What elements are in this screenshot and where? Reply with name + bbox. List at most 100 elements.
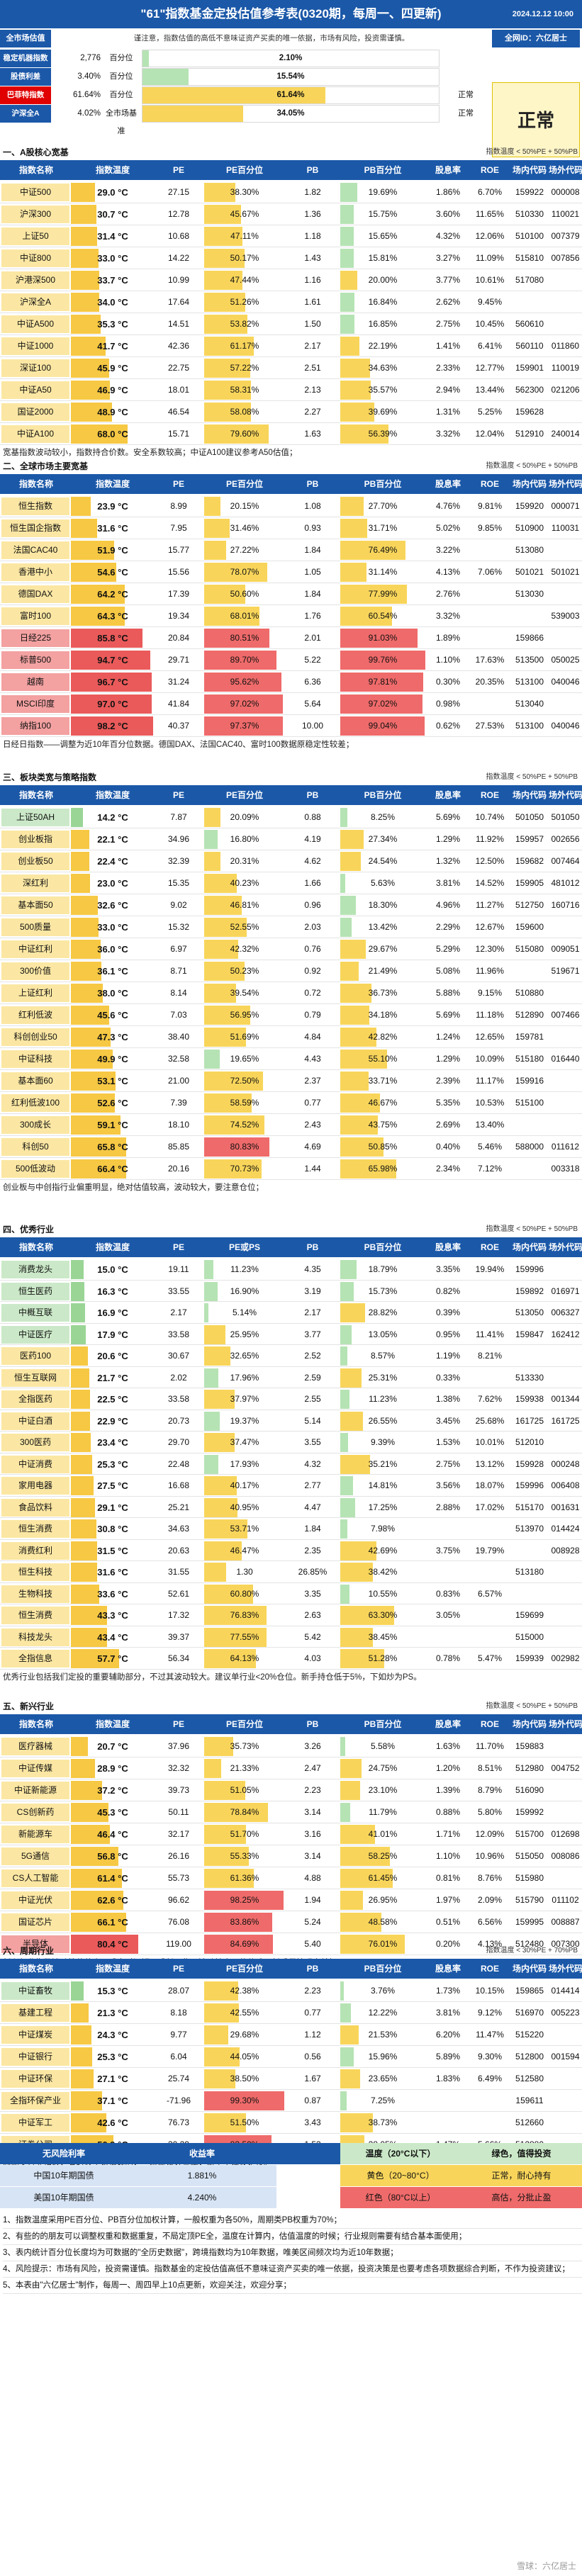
code-in: 512580 bbox=[515, 2074, 544, 2083]
pe-pct-bar bbox=[204, 651, 277, 670]
dividend-yield: 5.08% bbox=[435, 966, 461, 976]
dividend-yield: 0.95% bbox=[435, 1329, 461, 1339]
pb-pct-value: 48.58% bbox=[368, 1917, 398, 1927]
pe-pct-bar bbox=[204, 1519, 248, 1539]
pe-value: 20.73 bbox=[167, 1415, 190, 1426]
pe-pct-value: 58.59% bbox=[230, 1098, 259, 1108]
temp-cell: 20.7 °C bbox=[71, 1737, 155, 1756]
temp-value: 29.0 °C bbox=[97, 187, 128, 198]
footer-title: 无风险利率 bbox=[42, 2149, 85, 2159]
pb-pct-value: 7.98% bbox=[370, 1524, 396, 1534]
footer-row: 中国10年期国债 1.881% 黄色（20~80°C） 正常，耐心持有 bbox=[0, 2165, 582, 2186]
pb-pct-value: 31.14% bbox=[368, 567, 398, 577]
temp-value: 20.7 °C bbox=[97, 1741, 128, 1752]
pb-pct-bar bbox=[340, 1803, 351, 1822]
roe-value: 11.47% bbox=[476, 2030, 504, 2040]
pe-pct-bar bbox=[204, 1913, 272, 1932]
table-row: 越南 96.7 °C 31.24 95.62% 6.36 97.81% 0.30… bbox=[0, 671, 582, 693]
dividend-yield: 5.89% bbox=[435, 2052, 461, 2062]
index-name: 沪深全A bbox=[1, 293, 69, 311]
code-in bbox=[510, 1583, 549, 1605]
temp-cell: 53.1 °C bbox=[71, 1072, 155, 1091]
roe-value: 5.47% bbox=[477, 1653, 503, 1663]
pe-pct-bar bbox=[204, 337, 254, 356]
temp-bar bbox=[71, 563, 117, 582]
index-name: 中证A50 bbox=[1, 381, 69, 399]
table-row: 食品饮料 29.1 °C 25.21 40.95% 4.47 17.25% 2.… bbox=[0, 1497, 582, 1518]
col-code-out: 场外代码 bbox=[549, 1719, 582, 1729]
table-row: 全指医药 22.5 °C 33.58 37.97% 2.55 11.23% 1.… bbox=[0, 1388, 582, 1410]
pb-pct-bar bbox=[340, 585, 407, 604]
pe-pct-value: 72.50% bbox=[230, 1076, 259, 1086]
pb-pct-value: 42.69% bbox=[368, 1545, 398, 1556]
temp-cell: 31.6 °C bbox=[71, 519, 155, 538]
pb-value: 2.17 bbox=[304, 341, 321, 351]
temp-value: 36.1 °C bbox=[97, 966, 128, 977]
roe-value: 9.85% bbox=[477, 523, 503, 533]
pb-pct-value: 27.34% bbox=[368, 834, 398, 844]
code-out: 002656 bbox=[551, 834, 580, 844]
code-out bbox=[549, 1867, 582, 1889]
code-in: 512980 bbox=[515, 1763, 544, 1773]
pe-value: 50.11 bbox=[168, 1807, 189, 1817]
temp-cell: 51.9 °C bbox=[71, 541, 155, 560]
index-name: 法国CAC40 bbox=[1, 541, 69, 559]
col-name: 指数名称 bbox=[18, 1964, 53, 1974]
col-dividend: 股息率 bbox=[435, 1242, 461, 1252]
temp-value: 85.8 °C bbox=[97, 633, 128, 643]
code-in: 159916 bbox=[515, 1076, 544, 1086]
temp-cell: 46.4 °C bbox=[71, 1825, 155, 1844]
dividend-yield: 2.76% bbox=[435, 589, 461, 599]
pb-pct-bar bbox=[340, 629, 418, 648]
temp-bar bbox=[71, 1891, 123, 1910]
pe-pct-value: 61.36% bbox=[230, 1873, 259, 1883]
temp-cell: 61.4 °C bbox=[71, 1869, 155, 1888]
pb-pct-bar bbox=[340, 249, 354, 268]
temp-value: 37.1 °C bbox=[97, 2096, 128, 2106]
pe-value: 32.17 bbox=[167, 1829, 190, 1839]
code-in: 159866 bbox=[515, 633, 544, 643]
index-name: 国证2000 bbox=[1, 403, 69, 421]
pe-pct-value: 37.47% bbox=[230, 1437, 259, 1447]
table-row: 德国DAX 64.2 °C 17.39 50.60% 1.84 77.99% 2… bbox=[0, 583, 582, 605]
code-out: 002982 bbox=[551, 1653, 580, 1663]
pe-pct-value: 79.60% bbox=[230, 429, 259, 439]
table-row: 5G通信 56.8 °C 26.16 55.33% 3.14 58.25% 1.… bbox=[0, 1845, 582, 1867]
temp-cell: 59.1 °C bbox=[71, 1115, 155, 1135]
dividend-yield bbox=[427, 2112, 469, 2134]
code-out bbox=[549, 2112, 582, 2134]
pe-pct-value: 32.65% bbox=[230, 1351, 259, 1361]
temp-bar bbox=[71, 874, 91, 893]
table-row: 国证芯片 66.1 °C 76.08 83.86% 5.24 48.58% 0.… bbox=[0, 1911, 582, 1933]
roe-value: 12.65% bbox=[475, 1032, 505, 1042]
temp-bar bbox=[71, 1390, 90, 1409]
temp-band: 黄色（20~80°C） bbox=[340, 2165, 461, 2186]
temp-bar bbox=[71, 249, 99, 268]
pb-pct-value: 63.30% bbox=[368, 1610, 398, 1620]
table-row: 300医药 23.4 °C 29.70 37.47% 3.55 9.39% 1.… bbox=[0, 1432, 582, 1453]
pe-value: 39.73 bbox=[167, 1785, 190, 1795]
summary-bar-fill bbox=[142, 50, 149, 67]
roe-value: 10.15% bbox=[475, 1986, 505, 1996]
roe-value: 11.27% bbox=[476, 900, 504, 910]
section-note: 日经日指数——调整为近10年百分位数据。德国DAX、法国CAC40、富时100数… bbox=[3, 741, 354, 749]
temp-bar bbox=[71, 1093, 116, 1113]
temp-cell: 23.9 °C bbox=[71, 497, 155, 516]
table-row: 中证医疗 17.9 °C 33.58 25.95% 3.77 13.05% 0.… bbox=[0, 1324, 582, 1345]
pb-pct-value: 19.69% bbox=[368, 187, 398, 197]
footnote: 1、指数温度采用PE百分位、PB百分位加权计算，一般权重为各50%，周期类PB权… bbox=[3, 2212, 582, 2229]
index-name: 300价值 bbox=[1, 962, 69, 980]
pb-pct-value: 24.54% bbox=[368, 856, 398, 866]
pe-pct-bar bbox=[204, 519, 230, 538]
pe-pct-bar bbox=[204, 1028, 246, 1047]
roe-value bbox=[469, 1302, 510, 1324]
temp-value: 46.4 °C bbox=[97, 1829, 128, 1840]
temp-bar bbox=[71, 1541, 98, 1560]
temp-value: 31.4 °C bbox=[97, 231, 128, 242]
pb-pct-bar bbox=[340, 1476, 353, 1495]
pb-value: 2.37 bbox=[304, 1076, 321, 1086]
table-row: 中证500 29.0 °C 27.15 38.30% 1.82 19.69% 1… bbox=[0, 181, 582, 203]
dividend-yield: 1.53% bbox=[435, 1437, 461, 1447]
pb-pct-value: 43.75% bbox=[368, 1120, 398, 1130]
roe-value: 10.01% bbox=[475, 1437, 505, 1447]
